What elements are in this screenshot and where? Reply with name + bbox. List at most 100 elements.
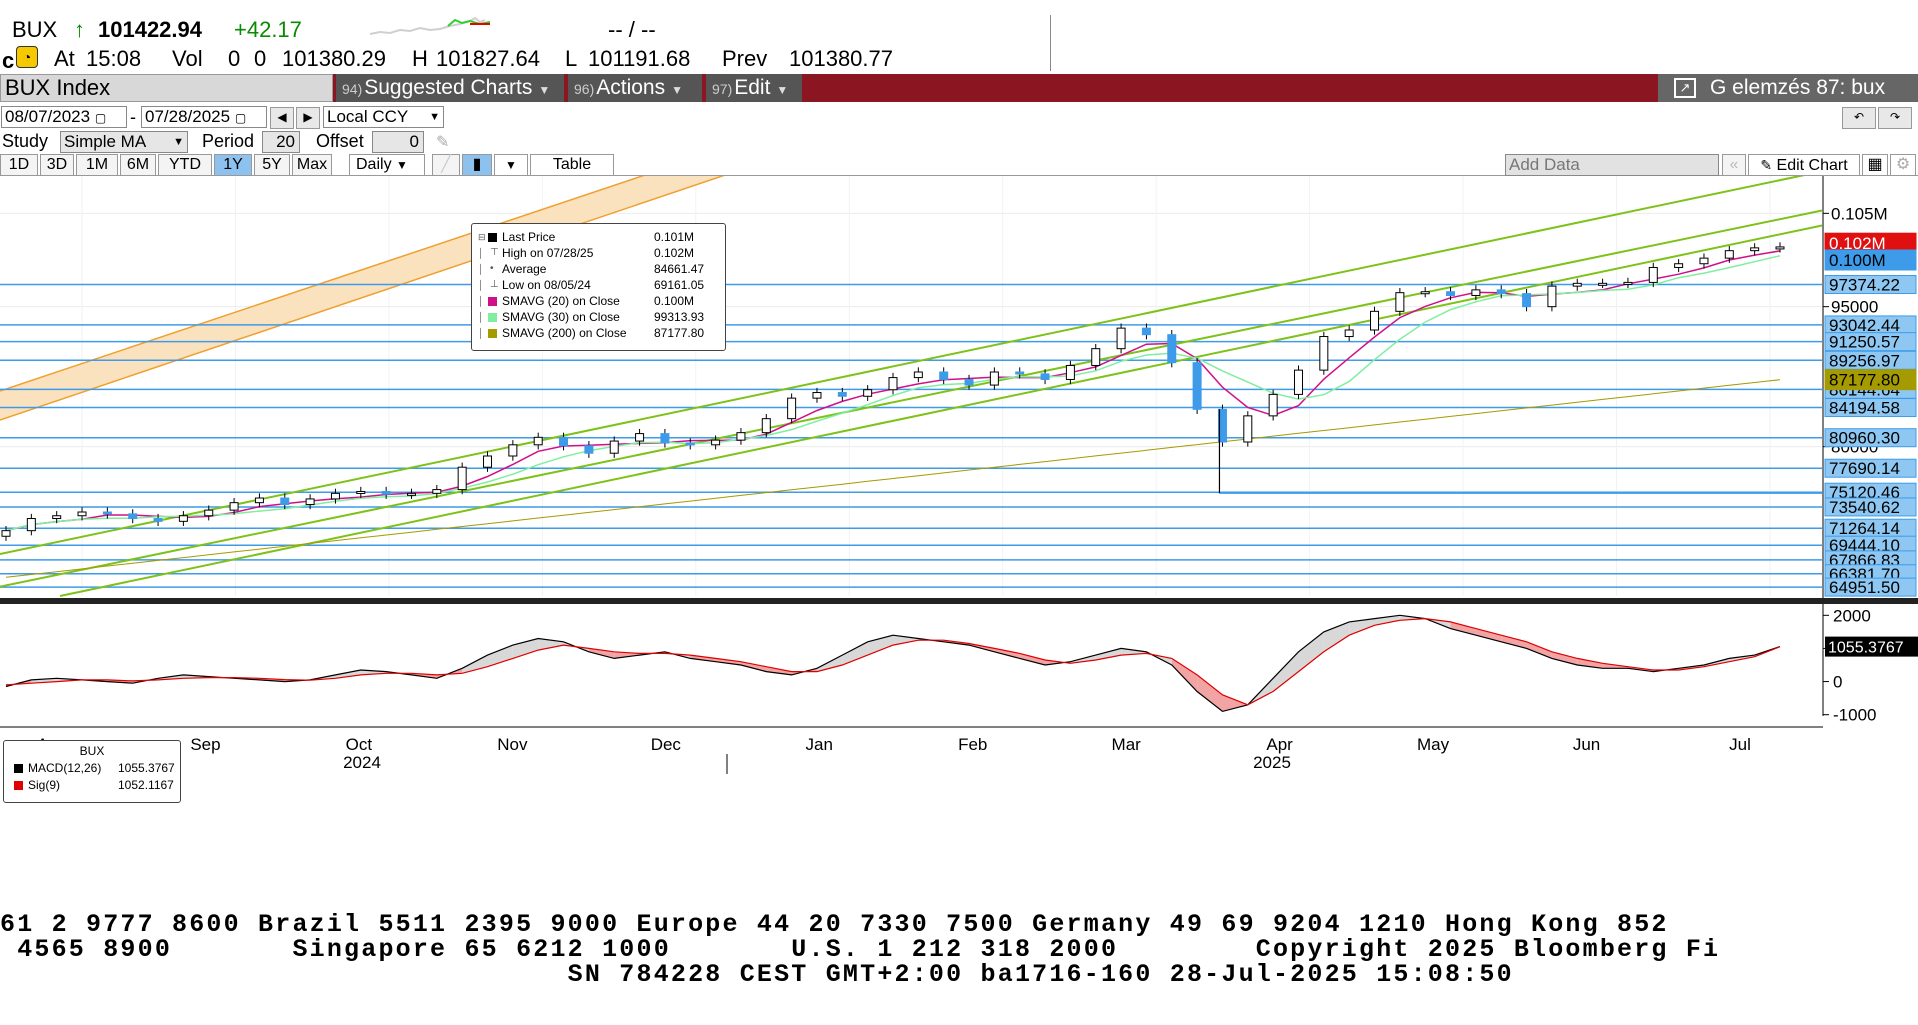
candle-body	[863, 389, 873, 397]
study-select[interactable]: Simple MA ▼	[60, 131, 188, 153]
redo-button[interactable]: ↷	[1878, 107, 1912, 129]
tree-icon: │	[478, 296, 484, 306]
candle-body	[761, 418, 771, 434]
date-dash: -	[130, 107, 136, 127]
offset-field[interactable]: 0	[372, 131, 424, 153]
currency-select[interactable]: Local CCY ▼	[323, 106, 444, 128]
launchpad-group[interactable]: ↗ G elemzés 87: bux	[1658, 74, 1918, 102]
previous-period-button[interactable]: ◀	[270, 107, 294, 129]
candle-body	[685, 442, 695, 446]
month-label: Jun	[1573, 735, 1600, 754]
legend-value: 99313.93	[654, 310, 705, 324]
candle-body	[660, 433, 670, 444]
tree-icon: │	[478, 248, 484, 258]
level-tag-label: 97374.22	[1829, 276, 1900, 295]
price-chart[interactable]: 0.105M950008000097374.2293042.4491250.57…	[0, 176, 1918, 916]
year-label: 2024	[343, 753, 381, 772]
volume: 0	[228, 46, 241, 71]
range-button-1m[interactable]: 1M	[76, 154, 118, 176]
edit-num: 97)	[712, 81, 733, 97]
macd-line	[5, 614, 1781, 713]
last-price: 101422.94	[98, 17, 202, 42]
footer-contacts-2: 4565 8900 Singapore 65 6212 1000 U.S. 1 …	[0, 935, 1721, 964]
candle-body	[1065, 364, 1075, 380]
footer-status: SN 784228 CEST GMT+2:00 ba1716-160 28-Ju…	[0, 960, 1514, 989]
candle-body	[1496, 289, 1506, 295]
chevron-down-icon: ▼	[671, 83, 683, 97]
bar-type-button[interactable]: ▮	[462, 154, 492, 176]
range-button-1y[interactable]: 1Y	[214, 154, 252, 176]
month-label: Nov	[497, 735, 528, 754]
line-type-button[interactable]: ╱	[432, 154, 460, 176]
candle-body	[711, 439, 721, 446]
period-field[interactable]: 20	[262, 131, 300, 153]
range-button-6m[interactable]: 6M	[120, 154, 156, 176]
range-button-1d[interactable]: 1D	[0, 154, 38, 176]
macd-histogram-fill	[766, 666, 792, 675]
actions-menu[interactable]: 96)Actions ▼	[568, 74, 702, 102]
frequency-select[interactable]: Daily ▼	[349, 154, 425, 176]
pencil-icon[interactable]: ✎	[436, 134, 450, 151]
candle-body	[1547, 285, 1557, 308]
level-tag-label: 84194.58	[1829, 399, 1900, 418]
edit-chart-button[interactable]: ✎ Edit Chart	[1748, 154, 1860, 176]
legend-row: │ SMAVG (200) on Close 87177.80	[478, 325, 725, 341]
chart-type-dropdown[interactable]: ▼	[494, 154, 528, 176]
time-axis: AugSepOctNovDecJanFebMarAprMayJunJul2024…	[0, 726, 1823, 774]
period-label: Period	[202, 131, 255, 151]
range-button-3d[interactable]: 3D	[40, 154, 74, 176]
range-button-max[interactable]: Max	[292, 154, 332, 176]
table-button[interactable]: Table	[530, 154, 614, 176]
start-date-field[interactable]: 08/07/2023 ▢	[1, 106, 127, 128]
macd-legend-row: MACD(12,26) 1055.3767	[10, 760, 180, 777]
candle-body	[178, 515, 188, 522]
candle-body	[837, 392, 847, 397]
candle-body	[635, 433, 645, 442]
alert-gauge-icon[interactable]: ◔ c	[2, 46, 38, 73]
edit-menu[interactable]: 97)Edit ▼	[706, 74, 802, 102]
legend-value: 87177.80	[654, 326, 705, 340]
undo-button[interactable]: ↶	[1842, 107, 1876, 129]
collapse-icon[interactable]: «	[1722, 154, 1746, 176]
low-price: 101191.68	[588, 46, 691, 71]
end-date-field[interactable]: 07/28/2025 ▢	[141, 106, 267, 128]
chart-settings-icon[interactable]: ▦	[1862, 154, 1888, 176]
candle-body	[1217, 408, 1227, 443]
high-price: 101827.64	[436, 46, 540, 71]
candle-body	[1141, 327, 1151, 336]
legend-row: │ SMAVG (30) on Close 99313.93	[478, 309, 725, 325]
candle-body	[939, 371, 949, 380]
candle-body	[1471, 289, 1481, 296]
gear-icon[interactable]: ⚙	[1890, 154, 1916, 176]
level-tag	[1824, 398, 1917, 418]
macd-histogram-fill	[1450, 621, 1476, 636]
suggested-charts-menu[interactable]: 94)Suggested Charts ▼	[336, 74, 564, 102]
axis-tick-label: 0.105M	[1831, 204, 1888, 223]
level-tag	[1824, 458, 1917, 478]
macd-histogram-fill	[867, 635, 893, 656]
calendar-icon: ▢	[94, 111, 107, 125]
add-data-field[interactable]: Add Data	[1505, 154, 1719, 176]
next-period-button[interactable]: ▶	[296, 107, 320, 129]
series-swatch-icon	[488, 297, 497, 306]
actions-label: Actions	[596, 76, 666, 99]
candle-body	[989, 371, 999, 386]
vol-label: Vol	[172, 46, 203, 71]
start-date-value: 08/07/2023	[5, 107, 91, 126]
range-button-5y[interactable]: 5Y	[254, 154, 290, 176]
trend-line-lower	[0, 209, 1823, 588]
range-button-ytd[interactable]: YTD	[158, 154, 212, 176]
level-tag-label: 93042.44	[1829, 316, 1900, 335]
offset-label: Offset	[316, 131, 364, 151]
legend-value: 69161.05	[654, 278, 705, 292]
macd-legend[interactable]: BUX MACD(12,26) 1055.3767 Sig(9) 1052.1167	[3, 740, 181, 803]
chart-legend[interactable]: ⊟ Last Price 0.101M │ ⊤ High on 07/28/25 0.102…	[471, 223, 726, 351]
month-label: May	[1417, 735, 1450, 754]
macd-histogram-fill	[816, 655, 843, 672]
candle-body	[52, 515, 62, 520]
candle-body	[1750, 247, 1760, 252]
marker-icon: ⊤	[490, 247, 499, 258]
price-tag-label: 87177.80	[1829, 371, 1900, 390]
header-divider	[1050, 15, 1051, 71]
security-field[interactable]: BUX Index	[0, 74, 333, 102]
